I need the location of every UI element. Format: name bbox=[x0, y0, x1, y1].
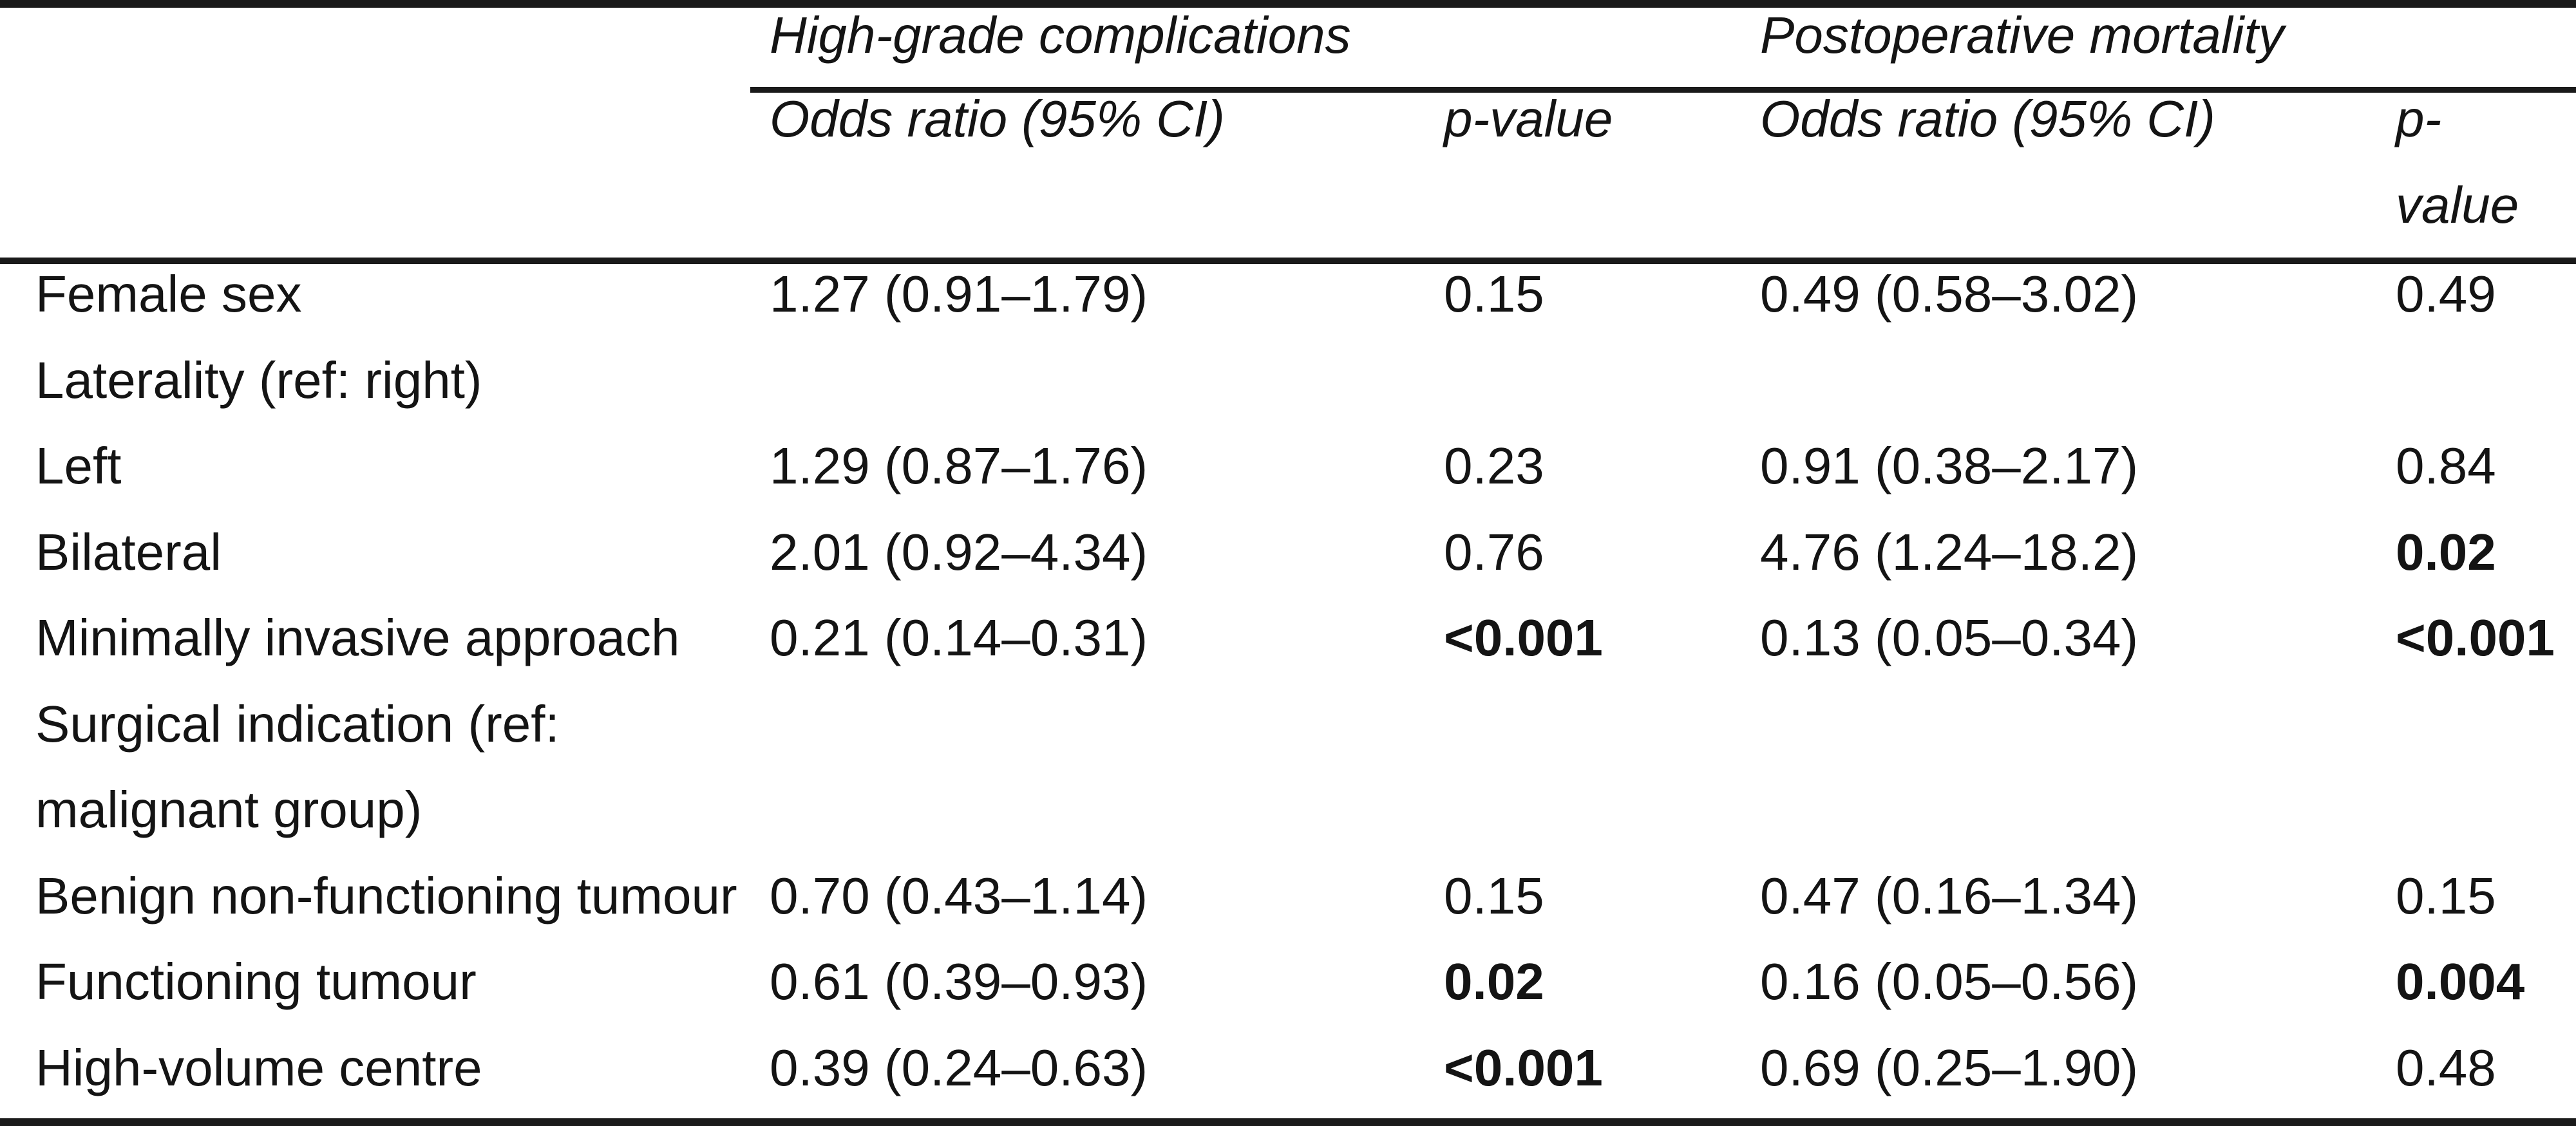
p-complications-cell: 0.76 bbox=[1444, 523, 1544, 581]
p-mortality-cell: 0.49 bbox=[2396, 265, 2496, 323]
row-label: Minimally invasive approach bbox=[35, 609, 680, 666]
p-complications-cell: 0.02 bbox=[1444, 953, 1544, 1010]
row-label: High-volume centre bbox=[35, 1039, 482, 1096]
rule-header-bottom bbox=[0, 258, 2576, 264]
p-complications-cell: 0.15 bbox=[1444, 867, 1544, 924]
or-complications-cell: 2.01 (0.92–4.34) bbox=[770, 523, 1148, 581]
p-mortality-cell: 0.15 bbox=[2396, 867, 2496, 924]
or-mortality-cell: 0.16 (0.05–0.56) bbox=[1760, 953, 2139, 1010]
row-label: Left bbox=[35, 437, 122, 494]
p-complications-cell: 0.23 bbox=[1444, 437, 1544, 494]
or-complications-cell: 1.29 (0.87–1.76) bbox=[770, 437, 1148, 494]
or-complications-cell: 0.61 (0.39–0.93) bbox=[770, 953, 1148, 1010]
row-label: Benign non-functioning tumour bbox=[35, 867, 737, 924]
or-mortality-cell: 0.13 (0.05–0.34) bbox=[1760, 609, 2139, 666]
p-mortality-cell: 0.48 bbox=[2396, 1039, 2496, 1096]
or-mortality-cell: 4.76 (1.24–18.2) bbox=[1760, 523, 2139, 581]
or-complications-cell: 1.27 (0.91–1.79) bbox=[770, 265, 1148, 323]
or-mortality-cell: 0.49 (0.58–3.02) bbox=[1760, 265, 2139, 323]
col-header-or-mortality: Odds ratio (95% CI) bbox=[1760, 90, 2215, 147]
rule-top bbox=[0, 0, 2576, 8]
p-complications-cell: <0.001 bbox=[1444, 609, 1603, 666]
col-header-p-mortality-line2: value bbox=[2396, 176, 2519, 234]
rule-bottom bbox=[0, 1118, 2576, 1126]
row-label: Functioning tumour bbox=[35, 953, 477, 1010]
group-header-complications: High-grade complications bbox=[770, 6, 1351, 64]
row-label: Laterality (ref: right) bbox=[35, 352, 482, 409]
or-mortality-cell: 0.69 (0.25–1.90) bbox=[1760, 1039, 2139, 1096]
p-mortality-cell: 0.004 bbox=[2396, 953, 2525, 1010]
row-label: Bilateral bbox=[35, 523, 222, 581]
or-complications-cell: 0.39 (0.24–0.63) bbox=[770, 1039, 1148, 1096]
or-mortality-cell: 0.47 (0.16–1.34) bbox=[1760, 867, 2139, 924]
row-label: Female sex bbox=[35, 265, 302, 323]
p-mortality-cell: <0.001 bbox=[2396, 609, 2555, 666]
p-mortality-cell: 0.02 bbox=[2396, 523, 2496, 581]
group-header-mortality: Postoperative mortality bbox=[1760, 6, 2284, 64]
p-mortality-cell: 0.84 bbox=[2396, 437, 2496, 494]
row-label: Surgical indication (ref: bbox=[35, 695, 560, 753]
or-mortality-cell: 0.91 (0.38–2.17) bbox=[1760, 437, 2139, 494]
rule-group-header bbox=[750, 87, 2576, 93]
p-complications-cell: 0.15 bbox=[1444, 265, 1544, 323]
or-complications-cell: 0.70 (0.43–1.14) bbox=[770, 867, 1148, 924]
col-header-p-mortality-line1: p- bbox=[2396, 90, 2442, 147]
p-complications-cell: <0.001 bbox=[1444, 1039, 1603, 1096]
or-complications-cell: 0.21 (0.14–0.31) bbox=[770, 609, 1148, 666]
col-header-or-complications: Odds ratio (95% CI) bbox=[770, 90, 1225, 147]
row-label: malignant group) bbox=[35, 781, 422, 838]
col-header-p-complications: p-value bbox=[1444, 90, 1613, 147]
